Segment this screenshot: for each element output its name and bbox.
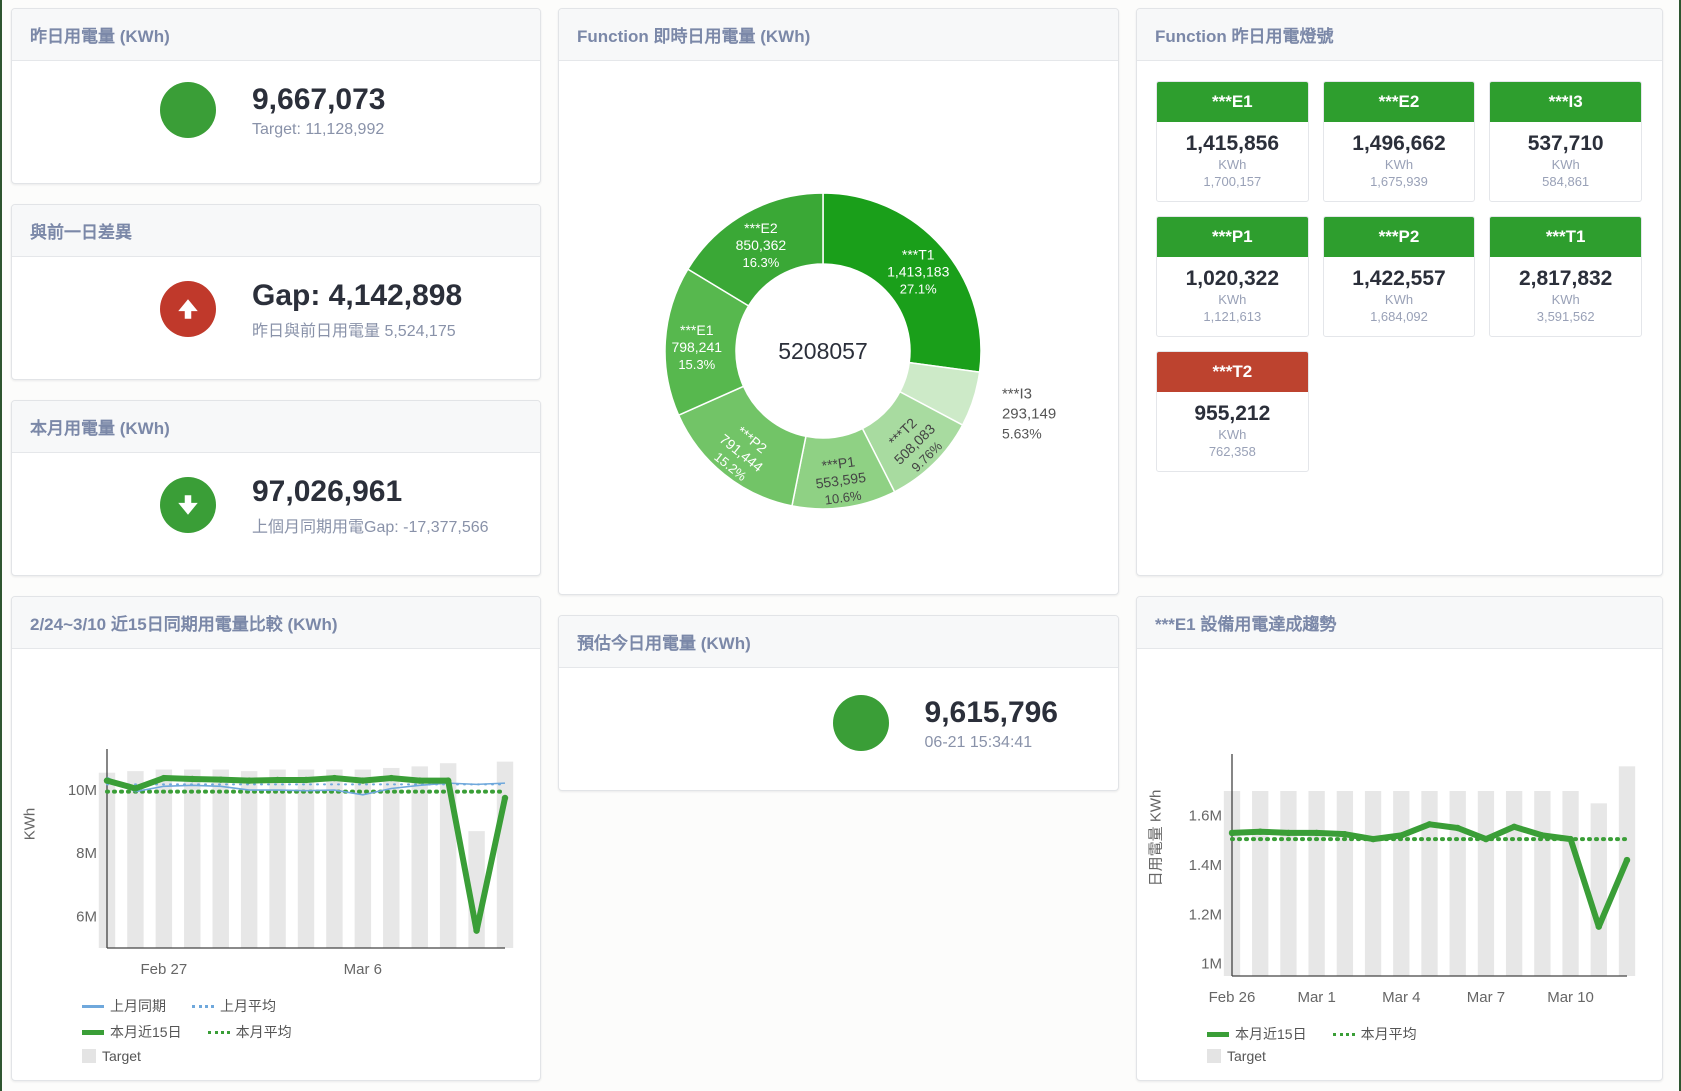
svg-text:***E1: ***E1 <box>680 322 714 338</box>
svg-text:5208057: 5208057 <box>778 338 868 364</box>
svg-text:Mar 1: Mar 1 <box>1297 989 1335 1006</box>
svg-text:798,241: 798,241 <box>671 339 722 355</box>
svg-text:Mar 4: Mar 4 <box>1382 989 1420 1006</box>
svg-text:1M: 1M <box>1201 956 1222 973</box>
svg-text:1.4M: 1.4M <box>1189 857 1222 874</box>
svg-text:***T1: ***T1 <box>901 247 934 263</box>
svg-text:***E2: ***E2 <box>744 220 778 236</box>
svg-text:Mar 7: Mar 7 <box>1467 989 1505 1006</box>
svg-text:Feb 27: Feb 27 <box>141 961 188 978</box>
svg-text:Mar 10: Mar 10 <box>1547 989 1594 1006</box>
svg-text:850,362: 850,362 <box>735 237 786 253</box>
svg-text:8M: 8M <box>76 845 97 862</box>
svg-text:5.63%: 5.63% <box>1001 426 1041 442</box>
svg-text:***I3: ***I3 <box>1001 386 1031 403</box>
svg-text:Mar 6: Mar 6 <box>344 961 382 978</box>
svg-text:1,413,183: 1,413,183 <box>887 264 949 280</box>
svg-text:1.6M: 1.6M <box>1189 808 1222 825</box>
svg-text:Feb 26: Feb 26 <box>1209 989 1256 1006</box>
svg-text:293,149: 293,149 <box>1001 406 1055 423</box>
svg-text:6M: 6M <box>76 908 97 925</box>
svg-text:16.3%: 16.3% <box>742 255 779 270</box>
svg-text:1.2M: 1.2M <box>1189 906 1222 923</box>
svg-text:27.1%: 27.1% <box>899 282 936 297</box>
svg-text:15.3%: 15.3% <box>678 357 715 372</box>
svg-text:10M: 10M <box>68 782 97 799</box>
